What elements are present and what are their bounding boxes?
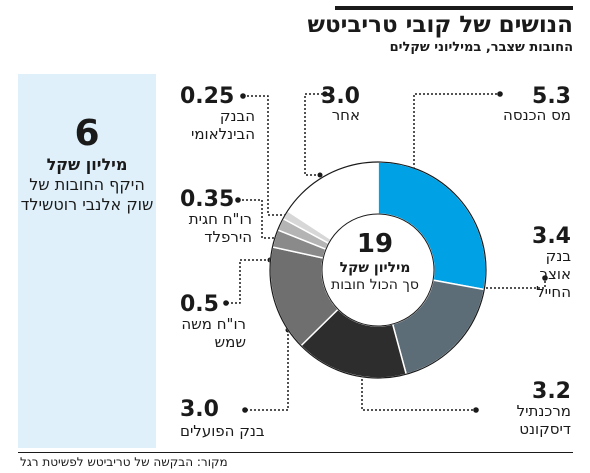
page-title: הנושים של קובי טריביטש xyxy=(307,12,573,38)
slice-label-bank-otsar-hahayal: בנק אוצר החייל xyxy=(536,247,571,301)
slice-label-international-bank: הבנק הבינלאומי xyxy=(190,107,255,143)
total-value: 19 xyxy=(356,229,394,259)
total-label: סך הכול חובות xyxy=(331,277,419,293)
title-rule xyxy=(335,6,573,10)
leader-dot-other xyxy=(322,91,328,97)
slice-label-hagit-hirfeld: רו"ח חגית הירפלד xyxy=(188,210,252,246)
leader-line-bank-otsar-hahayal xyxy=(470,278,546,289)
leader-dot-bank-otsar-hahayal xyxy=(542,275,548,281)
side-panel xyxy=(18,74,156,448)
slice-label-moshe-shemesh: רו"ח משה שמש xyxy=(181,315,246,351)
leader-dot-hagit-hirfeld xyxy=(235,197,241,203)
leader-dot-moshe-shemesh xyxy=(223,300,229,306)
source-note: מקור: הבקשה של טריביטש לפשיטת רגל xyxy=(20,455,228,469)
side-panel-unit: מיליון שקל xyxy=(46,155,128,174)
slice-value-mercantile-discount: 3.2 xyxy=(532,379,571,404)
slice-value-bank-hapoalim: 3.0 xyxy=(180,397,219,422)
total-unit: מיליון שקל xyxy=(339,260,411,276)
slice-value-income-tax: 5.3 xyxy=(532,84,571,109)
slice-value-hagit-hirfeld: 0.35 xyxy=(180,187,235,212)
side-panel-description: היקף החובות של שוק אלנבי רוטשילד xyxy=(20,175,154,214)
leader-dot-other xyxy=(317,172,323,178)
leader-line-international-bank xyxy=(243,95,290,216)
leader-dot-income-tax xyxy=(497,91,503,97)
leader-line-moshe-shemesh xyxy=(226,259,270,304)
slice-label-mercantile-discount: מרכנתיל דיסקונט xyxy=(516,402,571,438)
slice-value-other: 3.0 xyxy=(321,84,360,109)
donut-hole xyxy=(321,213,435,327)
page-subtitle: החובות שצבר, במיליוני שקלים xyxy=(389,40,573,55)
leader-line-other xyxy=(304,93,325,176)
slice-label-bank-hapoalim: בנק הפועלים xyxy=(180,422,265,440)
slice-value-moshe-shemesh: 0.5 xyxy=(180,292,219,317)
donut-chart xyxy=(269,161,487,379)
leader-dot-international-bank xyxy=(240,93,246,99)
leader-line-bank-hapoalim xyxy=(245,330,289,411)
slice-label-income-tax: מס הכנסה xyxy=(503,106,571,124)
leader-dot-bank-hapoalim xyxy=(242,407,248,413)
bottom-rule xyxy=(18,452,573,453)
leader-line-hagit-hirfeld xyxy=(238,199,282,239)
leader-dot-mercantile-discount xyxy=(473,407,479,413)
slice-value-international-bank: 0.25 xyxy=(180,84,235,109)
slice-label-other: אחר xyxy=(331,106,360,124)
side-panel-value: 6 xyxy=(74,113,100,154)
slice-value-bank-otsar-hahayal: 3.4 xyxy=(532,224,571,249)
donut-outline xyxy=(269,161,487,379)
